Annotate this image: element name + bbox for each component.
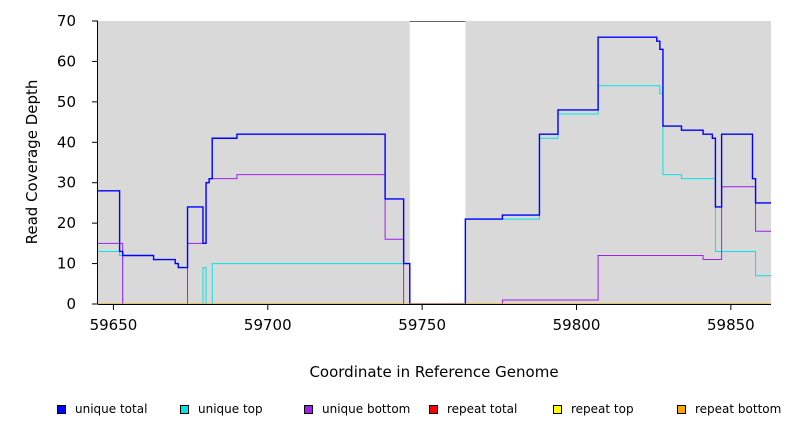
x-tick-label: 59850 — [707, 316, 755, 334]
coverage-chart: 0 10 20 30 40 50 60 70 59650 59700 59750 59800 59850… — [23, 12, 771, 381]
y-tick-label: 0 — [66, 295, 76, 313]
x-tick-label: 59800 — [553, 316, 601, 334]
y-tick-label: 40 — [57, 133, 76, 151]
x-tick-label: 59750 — [398, 316, 446, 334]
legend-label: repeat total — [447, 402, 518, 416]
y-tick-label: 10 — [57, 255, 76, 273]
legend-label: repeat bottom — [695, 402, 782, 416]
legend-item: repeat bottom — [677, 400, 781, 418]
legend-swatch — [429, 404, 438, 414]
y-tick-label: 50 — [57, 93, 76, 111]
x-axis-title: Coordinate in Reference Genome — [309, 363, 558, 381]
legend-swatch — [180, 404, 189, 414]
legend-swatch — [57, 404, 66, 414]
x-tick-label: 59650 — [90, 316, 138, 334]
legend-item: repeat total — [429, 400, 517, 418]
y-tick-label: 70 — [57, 12, 76, 30]
legend-swatch — [677, 404, 686, 414]
legend-label: unique total — [75, 402, 148, 416]
y-tick-label: 30 — [57, 174, 76, 192]
y-axis-title: Read Coverage Depth — [23, 80, 41, 245]
legend: unique total unique top unique bottom repea… — [0, 400, 792, 420]
legend-item: unique bottom — [304, 400, 410, 418]
legend-swatch — [553, 404, 562, 414]
legend-item: unique top — [180, 400, 263, 418]
legend-label: unique top — [198, 402, 263, 416]
legend-swatch — [304, 404, 313, 414]
legend-item: unique total — [57, 400, 147, 418]
plot-background — [98, 21, 771, 304]
gap-region — [409, 21, 466, 304]
legend-label: repeat top — [571, 402, 634, 416]
series-unique-total — [98, 36, 771, 305]
x-tick-label: 59700 — [244, 316, 292, 334]
legend-item: repeat top — [553, 400, 634, 418]
y-tick-label: 60 — [57, 52, 76, 70]
series-unique-bottom — [98, 174, 771, 305]
y-tick-label: 20 — [57, 214, 76, 232]
legend-label: unique bottom — [322, 402, 411, 416]
axes-layer: 0 10 20 30 40 50 60 70 59650 59700 59750 59800 59850 — [57, 12, 771, 334]
